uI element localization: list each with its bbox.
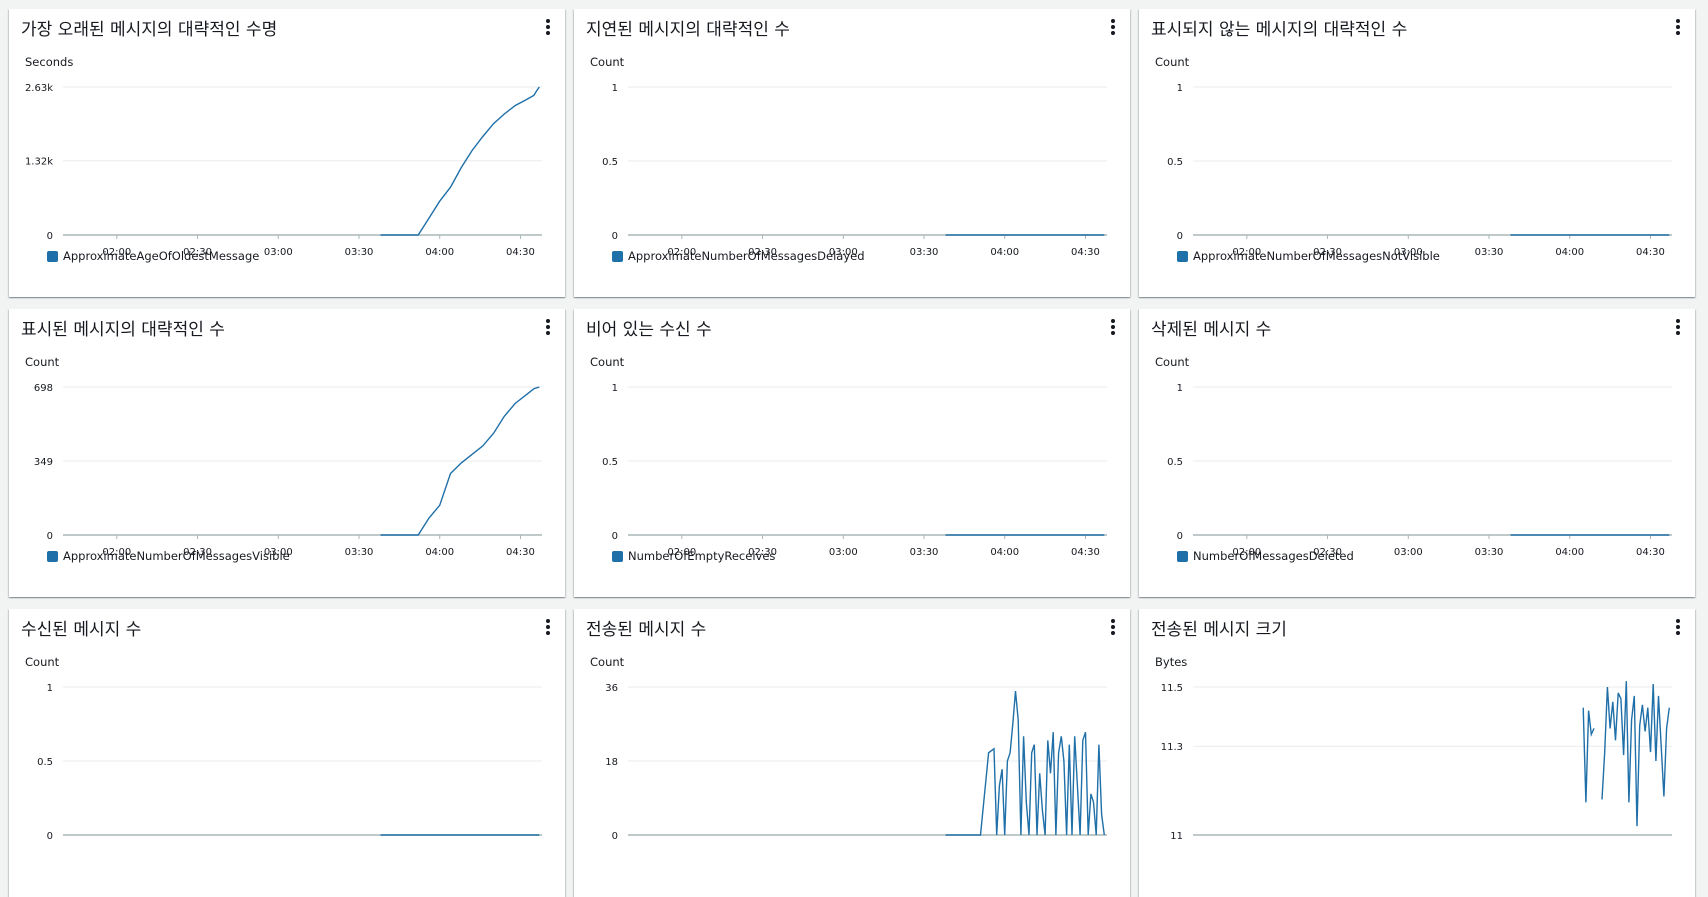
x-tick-label: 03:30 xyxy=(910,547,939,558)
x-tick-label: 02:00 xyxy=(1232,247,1261,258)
x-tick-label: 03:30 xyxy=(1475,247,1504,258)
y-tick-label: 349 xyxy=(34,457,53,468)
x-tick-label: 02:00 xyxy=(102,547,131,558)
x-tick-label: 02:30 xyxy=(1313,247,1342,258)
y-tick-label: 0.5 xyxy=(37,757,53,768)
metric-panel: 표시되지 않는 메시지의 대략적인 수 Count ApproximateNum… xyxy=(1139,9,1695,297)
y-tick-label: 11.3 xyxy=(1161,742,1183,753)
x-tick-label: 04:30 xyxy=(1636,247,1665,258)
y-tick-label: 36 xyxy=(605,683,618,694)
x-tick-label: 04:00 xyxy=(1555,547,1584,558)
x-tick-label: 02:30 xyxy=(183,547,212,558)
y-tick-label: 0.5 xyxy=(602,157,618,168)
x-tick-label: 04:30 xyxy=(506,247,535,258)
x-tick-label: 04:00 xyxy=(990,547,1019,558)
y-tick-label: 0 xyxy=(47,231,53,242)
y-tick-label: 0 xyxy=(47,831,53,842)
y-tick-label: 11 xyxy=(1170,831,1183,842)
metric-panel: 지연된 메시지의 대략적인 수 Count ApproximateNumberO… xyxy=(574,9,1130,297)
metric-panel: 수신된 메시지 수 Count 0 0.5 1 xyxy=(9,609,565,897)
line-chart: 0 0.5 1 02:00 02:30 03:00 03:30 04:00 04:30 xyxy=(1139,9,1695,297)
x-tick-label: 03:30 xyxy=(345,547,374,558)
line-chart: 0 18 36 xyxy=(574,609,1130,897)
y-tick-label: 0 xyxy=(612,531,618,542)
metric-panel: 전송된 메시지 수 Count 0 18 36 xyxy=(574,609,1130,897)
x-tick-label: 02:30 xyxy=(183,247,212,258)
metric-panel: 가장 오래된 메시지의 대략적인 수명 Seconds ApproximateA… xyxy=(9,9,565,297)
y-tick-label: 1 xyxy=(612,83,618,94)
series-line xyxy=(1583,681,1669,826)
x-tick-label: 02:30 xyxy=(1313,547,1342,558)
y-tick-label: 1 xyxy=(1177,383,1183,394)
x-tick-label: 03:00 xyxy=(1394,547,1423,558)
metric-panel: 삭제된 메시지 수 Count NumberOfMessagesDeleted 0… xyxy=(1139,309,1695,597)
y-tick-label: 0.5 xyxy=(1167,457,1183,468)
series-line xyxy=(946,691,1105,835)
y-tick-label: 0 xyxy=(1177,531,1183,542)
metric-panel: 표시된 메시지의 대략적인 수 Count ApproximateNumberO… xyxy=(9,309,565,597)
metric-panel: 전송된 메시지 크기 Bytes 11 11.3 11.5 xyxy=(1139,609,1695,897)
x-tick-label: 04:30 xyxy=(1071,247,1100,258)
x-tick-label: 02:30 xyxy=(748,547,777,558)
x-tick-label: 02:00 xyxy=(102,247,131,258)
x-tick-label: 03:30 xyxy=(910,247,939,258)
x-tick-label: 02:00 xyxy=(667,247,696,258)
x-tick-label: 04:00 xyxy=(425,247,454,258)
x-tick-label: 04:30 xyxy=(1636,547,1665,558)
line-chart: 0 0.5 1 02:00 02:30 03:00 03:30 04:00 04:30 xyxy=(1139,309,1695,597)
x-tick-label: 03:00 xyxy=(264,247,293,258)
line-chart: 0 0.5 1 02:00 02:30 03:00 03:30 04:00 04:30 xyxy=(574,309,1130,597)
line-chart: 0 349 698 02:00 02:30 03:00 03:30 04:00 04:30 xyxy=(9,309,565,597)
y-tick-label: 11.5 xyxy=(1161,683,1183,694)
y-tick-label: 18 xyxy=(605,757,618,768)
y-tick-label: 1 xyxy=(1177,83,1183,94)
x-tick-label: 02:00 xyxy=(1232,547,1261,558)
x-tick-label: 02:30 xyxy=(748,247,777,258)
y-tick-label: 0 xyxy=(612,231,618,242)
y-tick-label: 0.5 xyxy=(1167,157,1183,168)
x-tick-label: 03:00 xyxy=(829,247,858,258)
y-tick-label: 0 xyxy=(47,531,53,542)
x-tick-label: 04:00 xyxy=(990,247,1019,258)
x-tick-label: 03:30 xyxy=(345,247,374,258)
line-chart: 00.51 xyxy=(9,609,565,897)
y-tick-label: 1 xyxy=(47,683,53,694)
y-tick-label: 1.32k xyxy=(25,157,53,168)
y-tick-label: 0 xyxy=(1177,231,1183,242)
y-tick-label: 0 xyxy=(612,831,618,842)
y-tick-label: 698 xyxy=(34,383,53,394)
y-tick-label: 2.63k xyxy=(25,83,53,94)
x-tick-label: 04:30 xyxy=(506,547,535,558)
x-tick-label: 03:00 xyxy=(829,547,858,558)
x-tick-label: 04:00 xyxy=(425,547,454,558)
x-tick-label: 04:30 xyxy=(1071,547,1100,558)
x-tick-label: 03:30 xyxy=(1475,547,1504,558)
metric-panel: 비어 있는 수신 수 Count NumberOfEmptyReceives 0 0… xyxy=(574,309,1130,597)
x-tick-label: 04:00 xyxy=(1555,247,1584,258)
line-chart: 0 0.5 1 02:00 02:30 03:00 03:30 04:00 04:30 xyxy=(574,9,1130,297)
y-tick-label: 0.5 xyxy=(602,457,618,468)
line-chart: 11 11.3 11.5 xyxy=(1139,609,1695,897)
line-chart: 0 1.32k 2.63k 02:00 02:30 03:00 03:30 04:00 04:3… xyxy=(9,9,565,297)
x-tick-label: 02:00 xyxy=(667,547,696,558)
x-tick-label: 03:00 xyxy=(264,547,293,558)
dashboard-grid: 가장 오래된 메시지의 대략적인 수명 Seconds ApproximateA… xyxy=(0,0,1708,845)
y-tick-label: 1 xyxy=(612,383,618,394)
x-tick-label: 03:00 xyxy=(1394,247,1423,258)
